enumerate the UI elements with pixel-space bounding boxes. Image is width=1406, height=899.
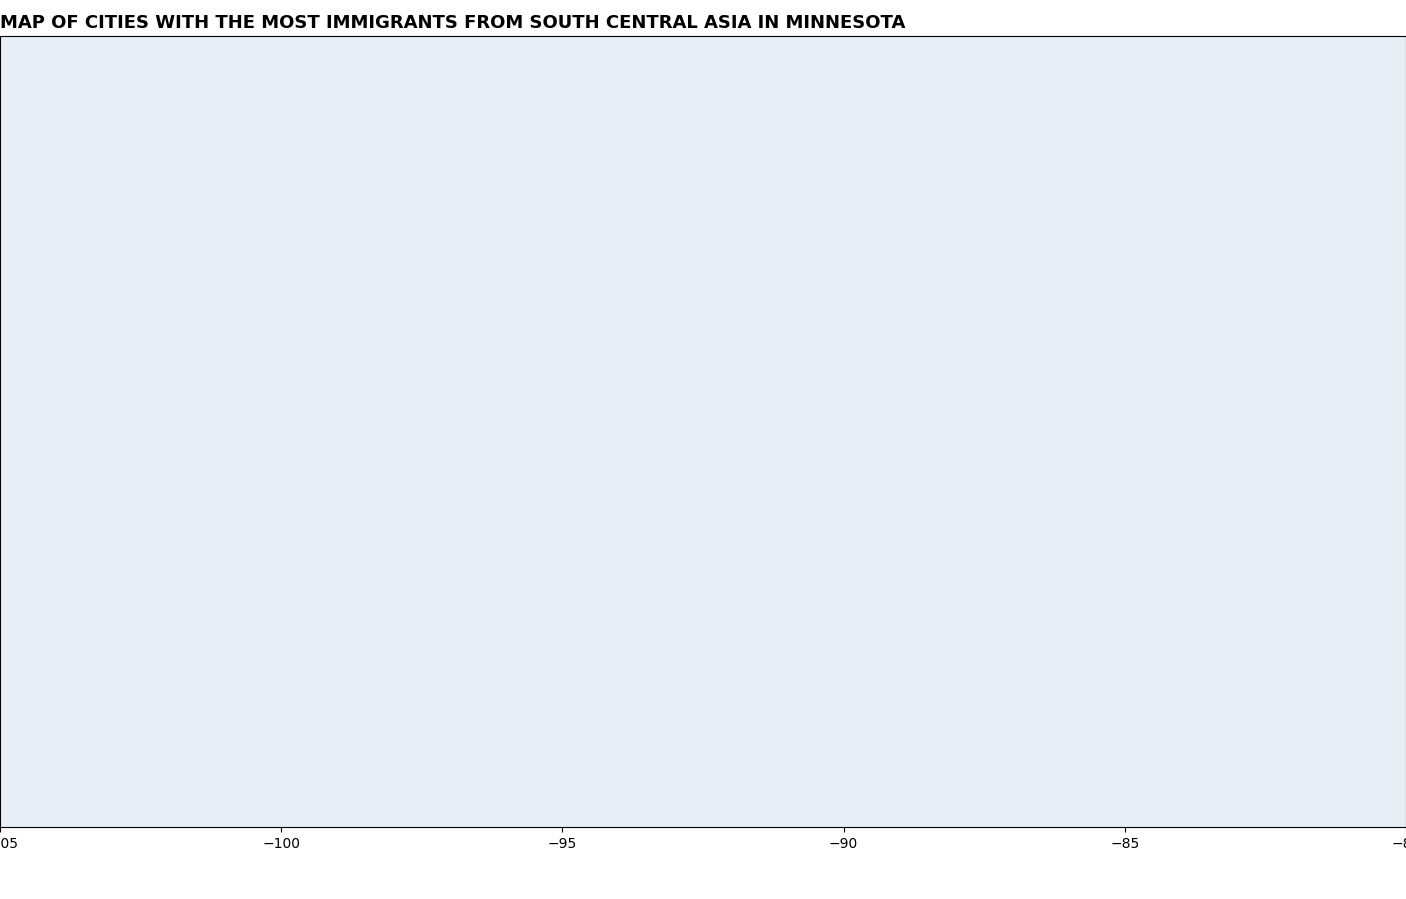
Text: MAP OF CITIES WITH THE MOST IMMIGRANTS FROM SOUTH CENTRAL ASIA IN MINNESOTA: MAP OF CITIES WITH THE MOST IMMIGRANTS F… xyxy=(0,13,905,31)
